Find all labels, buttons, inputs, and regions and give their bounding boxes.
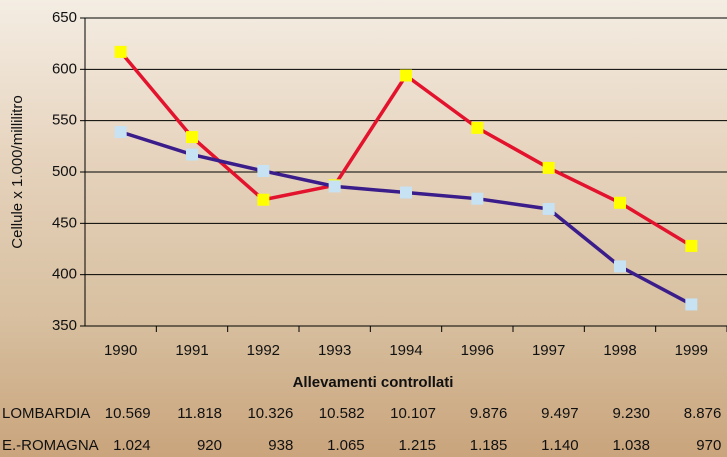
table-title: Allevamenti controllati: [293, 374, 454, 391]
row-label: LOMBARDIA: [2, 405, 90, 422]
table-cell: 9.230: [612, 405, 650, 422]
marker: [471, 193, 483, 205]
table-cell: 9.876: [470, 405, 508, 422]
marker: [115, 126, 127, 138]
x-tick-label: 1991: [175, 342, 208, 359]
table-cell: 8.876: [684, 405, 722, 422]
marker: [329, 180, 341, 192]
table-cell: 10.326: [247, 405, 293, 422]
table-cell: 1.185: [470, 437, 508, 454]
marker: [257, 165, 269, 177]
table-cell: 9.497: [541, 405, 579, 422]
x-tick-label: 1990: [104, 342, 137, 359]
table-cell: 970: [696, 437, 721, 454]
x-tick-label: 1994: [389, 342, 422, 359]
table-cell: 10.569: [105, 405, 151, 422]
marker: [400, 187, 412, 199]
marker: [685, 240, 697, 252]
table-cell: 1.140: [541, 437, 579, 454]
chart: Cellule x 1.000/millilitro Allevamenti c…: [0, 0, 727, 457]
table-cell: 1.038: [612, 437, 650, 454]
x-tick-label: 1999: [675, 342, 708, 359]
table-cell: 1.215: [398, 437, 436, 454]
table-cell: 10.582: [319, 405, 365, 422]
row-label: E.-ROMAGNA: [2, 437, 99, 454]
marker: [614, 197, 626, 209]
table-cell: 10.107: [390, 405, 436, 422]
marker: [614, 260, 626, 272]
y-tick-label: 650: [52, 9, 77, 26]
y-tick-label: 350: [52, 317, 77, 334]
x-tick-label: 1997: [532, 342, 565, 359]
marker: [186, 131, 198, 143]
x-tick-label: 1993: [318, 342, 351, 359]
table-cell: 1.024: [113, 437, 151, 454]
marker: [257, 194, 269, 206]
table-cell: 938: [268, 437, 293, 454]
marker: [543, 203, 555, 215]
marker: [471, 122, 483, 134]
marker: [186, 149, 198, 161]
marker: [400, 69, 412, 81]
x-tick-label: 1992: [247, 342, 280, 359]
x-tick-label: 1996: [461, 342, 494, 359]
y-tick-label: 550: [52, 112, 77, 129]
y-tick-label: 500: [52, 163, 77, 180]
x-tick-label: 1998: [603, 342, 636, 359]
marker: [685, 298, 697, 310]
y-axis-label: Cellule x 1.000/millilitro: [9, 95, 26, 248]
y-tick-label: 400: [52, 266, 77, 283]
marker: [543, 162, 555, 174]
table-cell: 1.065: [327, 437, 365, 454]
table-cell: 11.818: [177, 405, 222, 422]
marker: [115, 46, 127, 58]
y-tick-label: 600: [52, 60, 77, 77]
table-cell: 920: [197, 437, 222, 454]
y-tick-label: 450: [52, 214, 77, 231]
